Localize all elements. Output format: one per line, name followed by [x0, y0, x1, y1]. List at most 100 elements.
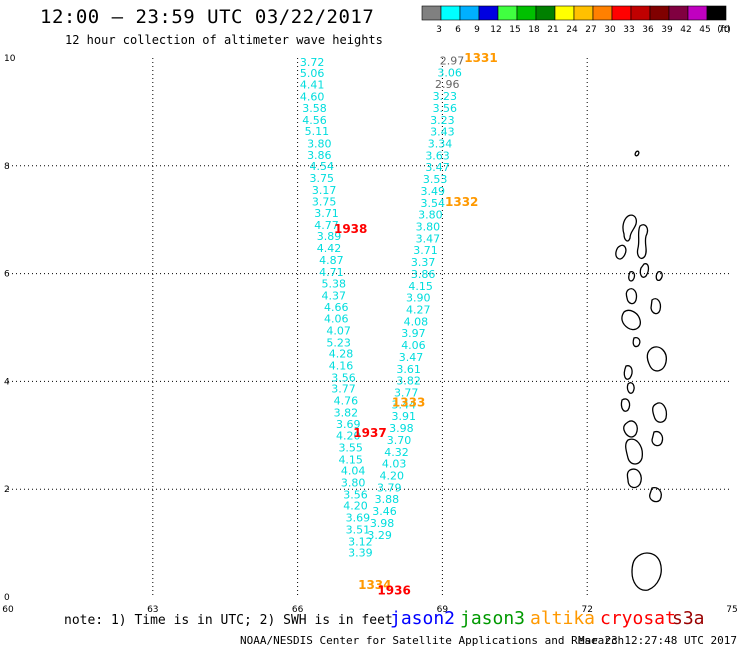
- wave-height-point: 4.15: [338, 453, 363, 466]
- scale-label: 18: [528, 25, 540, 35]
- scale-label: 36: [642, 25, 654, 35]
- wave-height-point: 4.07: [326, 325, 351, 338]
- wave-height-point: 4.20: [336, 430, 361, 443]
- wave-height-point: 3.53: [423, 173, 448, 186]
- x-tick-label: 72: [581, 605, 592, 615]
- pass-label: 1332: [445, 195, 478, 209]
- wave-height-point: 3.56: [433, 102, 458, 115]
- wave-height-point: 3.23: [430, 114, 455, 127]
- wave-height-point: 3.69: [336, 418, 361, 431]
- legend-item-altika: altika: [530, 608, 596, 629]
- wave-height-point: 4.76: [334, 395, 359, 408]
- wave-height-point: 4.56: [302, 114, 327, 127]
- scale-label: 6: [455, 25, 461, 35]
- wave-height-point: 3.98: [389, 422, 414, 435]
- wave-height-point: 2.97: [440, 54, 465, 67]
- wave-height-point: 3.80: [416, 220, 441, 233]
- wave-height-point: 3.61: [396, 363, 421, 376]
- scale-label: 33: [623, 25, 634, 35]
- coastline-islands: [615, 150, 668, 591]
- wave-height-point: 4.15: [408, 280, 433, 293]
- pass-label: 1938: [334, 222, 367, 236]
- wave-height-point: 4.06: [401, 339, 426, 352]
- legend-item-cryosat: cryosat: [600, 608, 676, 629]
- y-tick-label: 6: [4, 270, 10, 280]
- credit-line: NOAA/NESDIS Center for Satellite Applica…: [240, 634, 625, 647]
- scale-label: 39: [661, 25, 673, 35]
- wave-height-point: 3.51: [346, 523, 371, 536]
- wave-height-point: 3.54: [420, 197, 445, 210]
- wave-height-point: 3.82: [334, 406, 359, 419]
- wave-height-point: 3.79: [377, 481, 402, 494]
- wave-height-point: 3.98: [370, 517, 395, 530]
- wave-height-point: 3.75: [309, 172, 334, 185]
- scale-label: 45: [699, 25, 710, 35]
- wave-height-point: 4.41: [300, 79, 325, 92]
- wave-height-point: 4.06: [324, 313, 349, 326]
- y-tick-label: 2: [4, 485, 10, 495]
- wave-height-point: 3.71: [413, 244, 438, 257]
- wave-height-point: 3.34: [428, 137, 453, 150]
- wave-height-point: 3.86: [307, 149, 332, 162]
- wave-height-point: 3.56: [331, 371, 356, 384]
- wave-height-point: 3.77: [331, 383, 356, 396]
- wave-height-point: 3.69: [346, 512, 371, 525]
- wave-height-point: 3.58: [302, 102, 327, 115]
- y-tick-label: 0: [4, 593, 10, 603]
- wave-height-point: 3.89: [317, 230, 342, 243]
- wave-height-point: 4.27: [406, 303, 431, 316]
- wave-height-point: 4.77: [314, 219, 339, 232]
- wave-height-point: 3.37: [411, 256, 436, 269]
- pass-label: 1936: [377, 583, 410, 597]
- pass-label: 1334: [358, 578, 391, 592]
- y-tick-label: 4: [4, 377, 10, 387]
- wave-height-point: 3.82: [396, 375, 421, 388]
- wave-height-point: 3.29: [367, 529, 392, 542]
- wave-height-point: 4.16: [329, 360, 354, 373]
- scale-label: 12: [490, 25, 501, 35]
- wave-height-point: 3.80: [418, 209, 443, 222]
- wave-height-point: 4.42: [317, 242, 342, 255]
- wave-height-point: 5.06: [300, 67, 325, 80]
- pass-label: 1331: [464, 51, 497, 65]
- wave-height-point: 3.46: [372, 505, 397, 518]
- timestamp: Mar 23 12:27:48 UTC 2017: [578, 634, 737, 647]
- scale-label: 27: [585, 25, 596, 35]
- pass-label: 1937: [353, 426, 386, 440]
- wave-height-point: 3.86: [411, 268, 436, 281]
- scale-label: (ft): [717, 25, 731, 35]
- wave-height-point: 3.39: [348, 547, 373, 560]
- wave-height-point: 3.43: [430, 126, 455, 139]
- wave-height-point: 3.75: [312, 196, 337, 209]
- scale-label: 21: [547, 25, 558, 35]
- scale-label: 42: [680, 25, 691, 35]
- wave-height-point: 3.63: [425, 149, 450, 162]
- wave-height-point: 4.20: [379, 469, 404, 482]
- wave-height-point: 3.97: [401, 327, 426, 340]
- wave-height-point: 3.71: [314, 207, 339, 220]
- wave-height-point: 4.54: [309, 160, 334, 173]
- wave-height-point: 4.08: [404, 315, 429, 328]
- page-title: 12:00 – 23:59 UTC 03/22/2017: [40, 6, 375, 28]
- wave-height-point: 5.11: [305, 125, 330, 138]
- wave-height-point: 3.47: [425, 161, 450, 174]
- pass-label: 1333: [392, 396, 425, 410]
- wave-height-point: 3.49: [420, 185, 445, 198]
- wave-height-point: 3.17: [312, 184, 337, 197]
- wave-height-point: 3.06: [437, 66, 462, 79]
- x-tick-label: 69: [437, 605, 449, 615]
- x-tick-label: 66: [292, 605, 304, 615]
- wave-height-point: 4.60: [300, 91, 325, 104]
- x-tick-label: 75: [726, 605, 737, 615]
- page-subtitle: 12 hour collection of altimeter wave hei…: [65, 33, 383, 47]
- wave-height-point: 3.80: [341, 477, 366, 490]
- wave-height-point: 3.91: [392, 410, 417, 423]
- wave-height-point: 4.66: [324, 301, 349, 314]
- scale-label: 24: [566, 25, 578, 35]
- wave-height-point: 3.44: [392, 398, 417, 411]
- wave-height-point: 3.90: [406, 292, 431, 305]
- y-tick-label: 8: [4, 162, 10, 172]
- legend-item-jason2: jason2: [390, 608, 456, 629]
